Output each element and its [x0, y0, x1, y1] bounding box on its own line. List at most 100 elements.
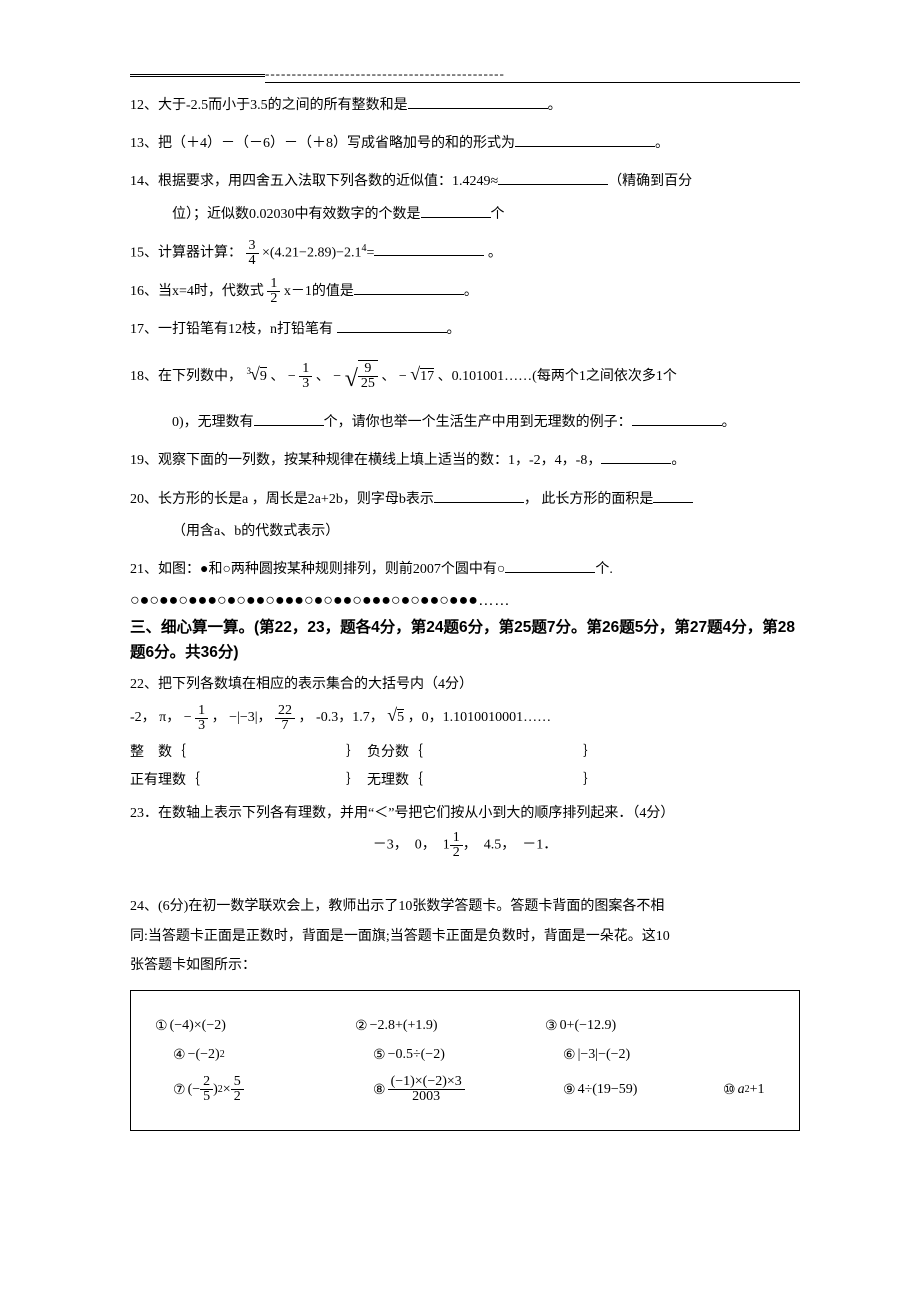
card-3: ③0+(−12.9) [545, 1017, 705, 1034]
q14-blank-2[interactable] [421, 203, 491, 218]
q15-fraction: 34 [246, 239, 259, 268]
card-4-exp: 2 [220, 1049, 225, 1060]
q22-sqrt5-body: 5 [397, 709, 404, 725]
q21-text-a: 如图：●和○两种圆按某种规则排列，则前2007个圆中有○ [158, 562, 505, 577]
card-6-num: ⑥ [563, 1046, 576, 1063]
q16-frac-n: 1 [267, 277, 280, 291]
q13-num: 13、 [130, 136, 158, 151]
card-5: ⑤−0.5÷(−2) [373, 1046, 563, 1063]
q18-blank-1[interactable] [254, 411, 324, 426]
card-5-num: ⑤ [373, 1046, 386, 1063]
q12-num: 12、 [130, 98, 158, 113]
header-dashes: ----------------------------------------… [265, 66, 505, 82]
q12-text-a: 大于-2.5而小于3.5的之间的所有整数和是 [158, 98, 408, 113]
q20-num: 20、 [130, 492, 158, 507]
q22-num: 22、 [130, 677, 158, 692]
card-row-1: ①(−4)×(−2) ②−2.8+(+1.9) ③0+(−12.9) [155, 1017, 789, 1034]
q19-blank[interactable] [601, 449, 671, 464]
q17-text-a: 一打铅笔有12枝，n打铅笔有 [158, 322, 337, 337]
circles-pattern: ○●○●●○●●●○●○●●○●●●○●○●●○●●●○●○●●○●●●…… [130, 592, 800, 610]
card-1-num: ① [155, 1017, 168, 1034]
question-17: 17、一打铅笔有12枝，n打铅笔有 。 [130, 314, 800, 346]
q12-blank[interactable] [408, 94, 548, 109]
q14-text-a2: （精确到百分 [608, 174, 692, 189]
question-13: 13、把（＋4）－（－6）－（＋8）写成省略加号的和的形式为。 [130, 128, 800, 160]
question-14: 14、根据要求，用四舍五入法取下列各数的近似值：1.4249≈（精确到百分 位）… [130, 166, 800, 230]
card-7: ⑦ (− 25 )2 × 52 [155, 1075, 373, 1104]
q22-f2n: 22 [275, 704, 295, 718]
q14-blank-1[interactable] [498, 170, 608, 185]
q23-nums-a: －3， 0， 1 [373, 838, 450, 853]
q22-row1-r: ｝ [583, 745, 597, 760]
q18-sqrt17-body: 17 [420, 368, 434, 384]
card-2-num: ② [355, 1017, 368, 1034]
card-2-expr: −2.8+(+1.9) [370, 1018, 438, 1034]
card-row-2: ④−(−2)2 ⑤−0.5÷(−2) ⑥|−3|−(−2) [155, 1046, 789, 1063]
card-7-f2d: 2 [231, 1089, 244, 1104]
q14-text-a1: 根据要求，用四舍五入法取下列各数的近似值：1.4249≈ [158, 174, 498, 189]
q16-text-c: 。 [464, 284, 478, 299]
q22-f1n: 1 [195, 704, 208, 718]
q21-text-b: 个. [595, 562, 613, 577]
q18-blank-2[interactable] [632, 411, 722, 426]
q22-list-c: ， -0.3，1.7， [299, 710, 384, 725]
q22-sqrt5: √5 [387, 698, 404, 732]
card-3-expr: 0+(−12.9) [560, 1018, 617, 1034]
question-12: 12、大于-2.5而小于3.5的之间的所有整数和是。 [130, 90, 800, 122]
q22-list-b: ， −|−3|， [212, 710, 275, 725]
header-double-underline [130, 74, 265, 77]
card-7-frac1: 25 [200, 1075, 213, 1104]
q22-row2-m: ｝ 无理数｛ [346, 773, 423, 788]
q22-frac2: 227 [275, 704, 295, 733]
q15-num: 15、 [130, 245, 158, 260]
card-7-f2n: 5 [231, 1075, 244, 1089]
q15-frac-d: 4 [246, 253, 259, 268]
q14-num: 14、 [130, 174, 158, 189]
card-4-expr: −(−2) [188, 1047, 220, 1063]
card-1-expr: (−4)×(−2) [170, 1018, 226, 1034]
q16-frac-d: 2 [267, 291, 280, 306]
q16-blank[interactable] [354, 280, 464, 295]
q23-frac-d: 2 [450, 845, 463, 860]
q22-row1-m: ｝ 负分数｛ [346, 745, 423, 760]
card-10-tail: +1 [750, 1082, 765, 1098]
q15-blank[interactable] [374, 241, 484, 256]
q22-sets: 整 数｛｝ 负分数｛｝ 正有理数｛｝ 无理数｛｝ [130, 739, 800, 795]
question-24: 24、(6分)在初一数学联欢会上，教师出示了10张数学答题卡。答题卡背面的图案各… [130, 892, 800, 980]
q19-text-a: 观察下面的一列数，按某种规律在横线上填上适当的数：1，-2，4，-8， [158, 453, 601, 468]
q20-blank-1[interactable] [434, 488, 524, 503]
q18-cuberoot-body: 9 [260, 367, 267, 384]
card-7-post: × [223, 1082, 231, 1098]
card-9: ⑨4÷(19−59) [563, 1081, 723, 1098]
card-9-expr: 4÷(19−59) [578, 1082, 638, 1098]
card-1: ①(−4)×(−2) [155, 1017, 355, 1034]
q18-tail1: 、0.101001……(每两个1之间依次多1个 [438, 369, 677, 384]
card-5-expr: −0.5÷(−2) [388, 1047, 445, 1063]
q20-blank-2[interactable] [653, 488, 693, 503]
q18-cuberoot: 3√9 [246, 354, 267, 395]
q17-blank[interactable] [337, 318, 447, 333]
card-3-num: ③ [545, 1017, 558, 1034]
q18-sep2: 、 − [316, 369, 341, 384]
card-2: ②−2.8+(+1.9) [355, 1017, 545, 1034]
q23-frac-n: 1 [450, 831, 463, 845]
q21-blank[interactable] [505, 558, 595, 573]
q23-frac: 12 [450, 831, 463, 860]
q13-text-a: 把（＋4）－（－6）－（＋8）写成省略加号的和的形式为 [158, 136, 515, 151]
q15-tail: 。 [484, 245, 502, 260]
q22-f2d: 7 [275, 718, 295, 733]
q13-blank[interactable] [515, 132, 655, 147]
card-9-num: ⑨ [563, 1081, 576, 1098]
question-23: 23．在数轴上表示下列各有理数，并用“＜”号把它们按从小到大的顺序排列起来．（4… [130, 801, 800, 861]
header-rule: ----------------------------------------… [130, 60, 800, 84]
card-8-top: (−1)×(−2)×3 [388, 1075, 465, 1089]
card-10: ⑩a2+1 [723, 1081, 813, 1098]
q22-frac1: 13 [195, 704, 208, 733]
q20-text-a: 长方形的长是a ，周长是2a+2b，则字母b表示 [158, 492, 434, 507]
card-8-bot: 2003 [388, 1089, 465, 1104]
q22-list-d: ，0，1.1010010001…… [408, 710, 552, 725]
card-4-num: ④ [173, 1046, 186, 1063]
q15-text-a: 计算器计算： [158, 245, 242, 260]
card-8-num: ⑧ [373, 1081, 386, 1098]
q18-sqrt17: √17 [410, 354, 434, 395]
